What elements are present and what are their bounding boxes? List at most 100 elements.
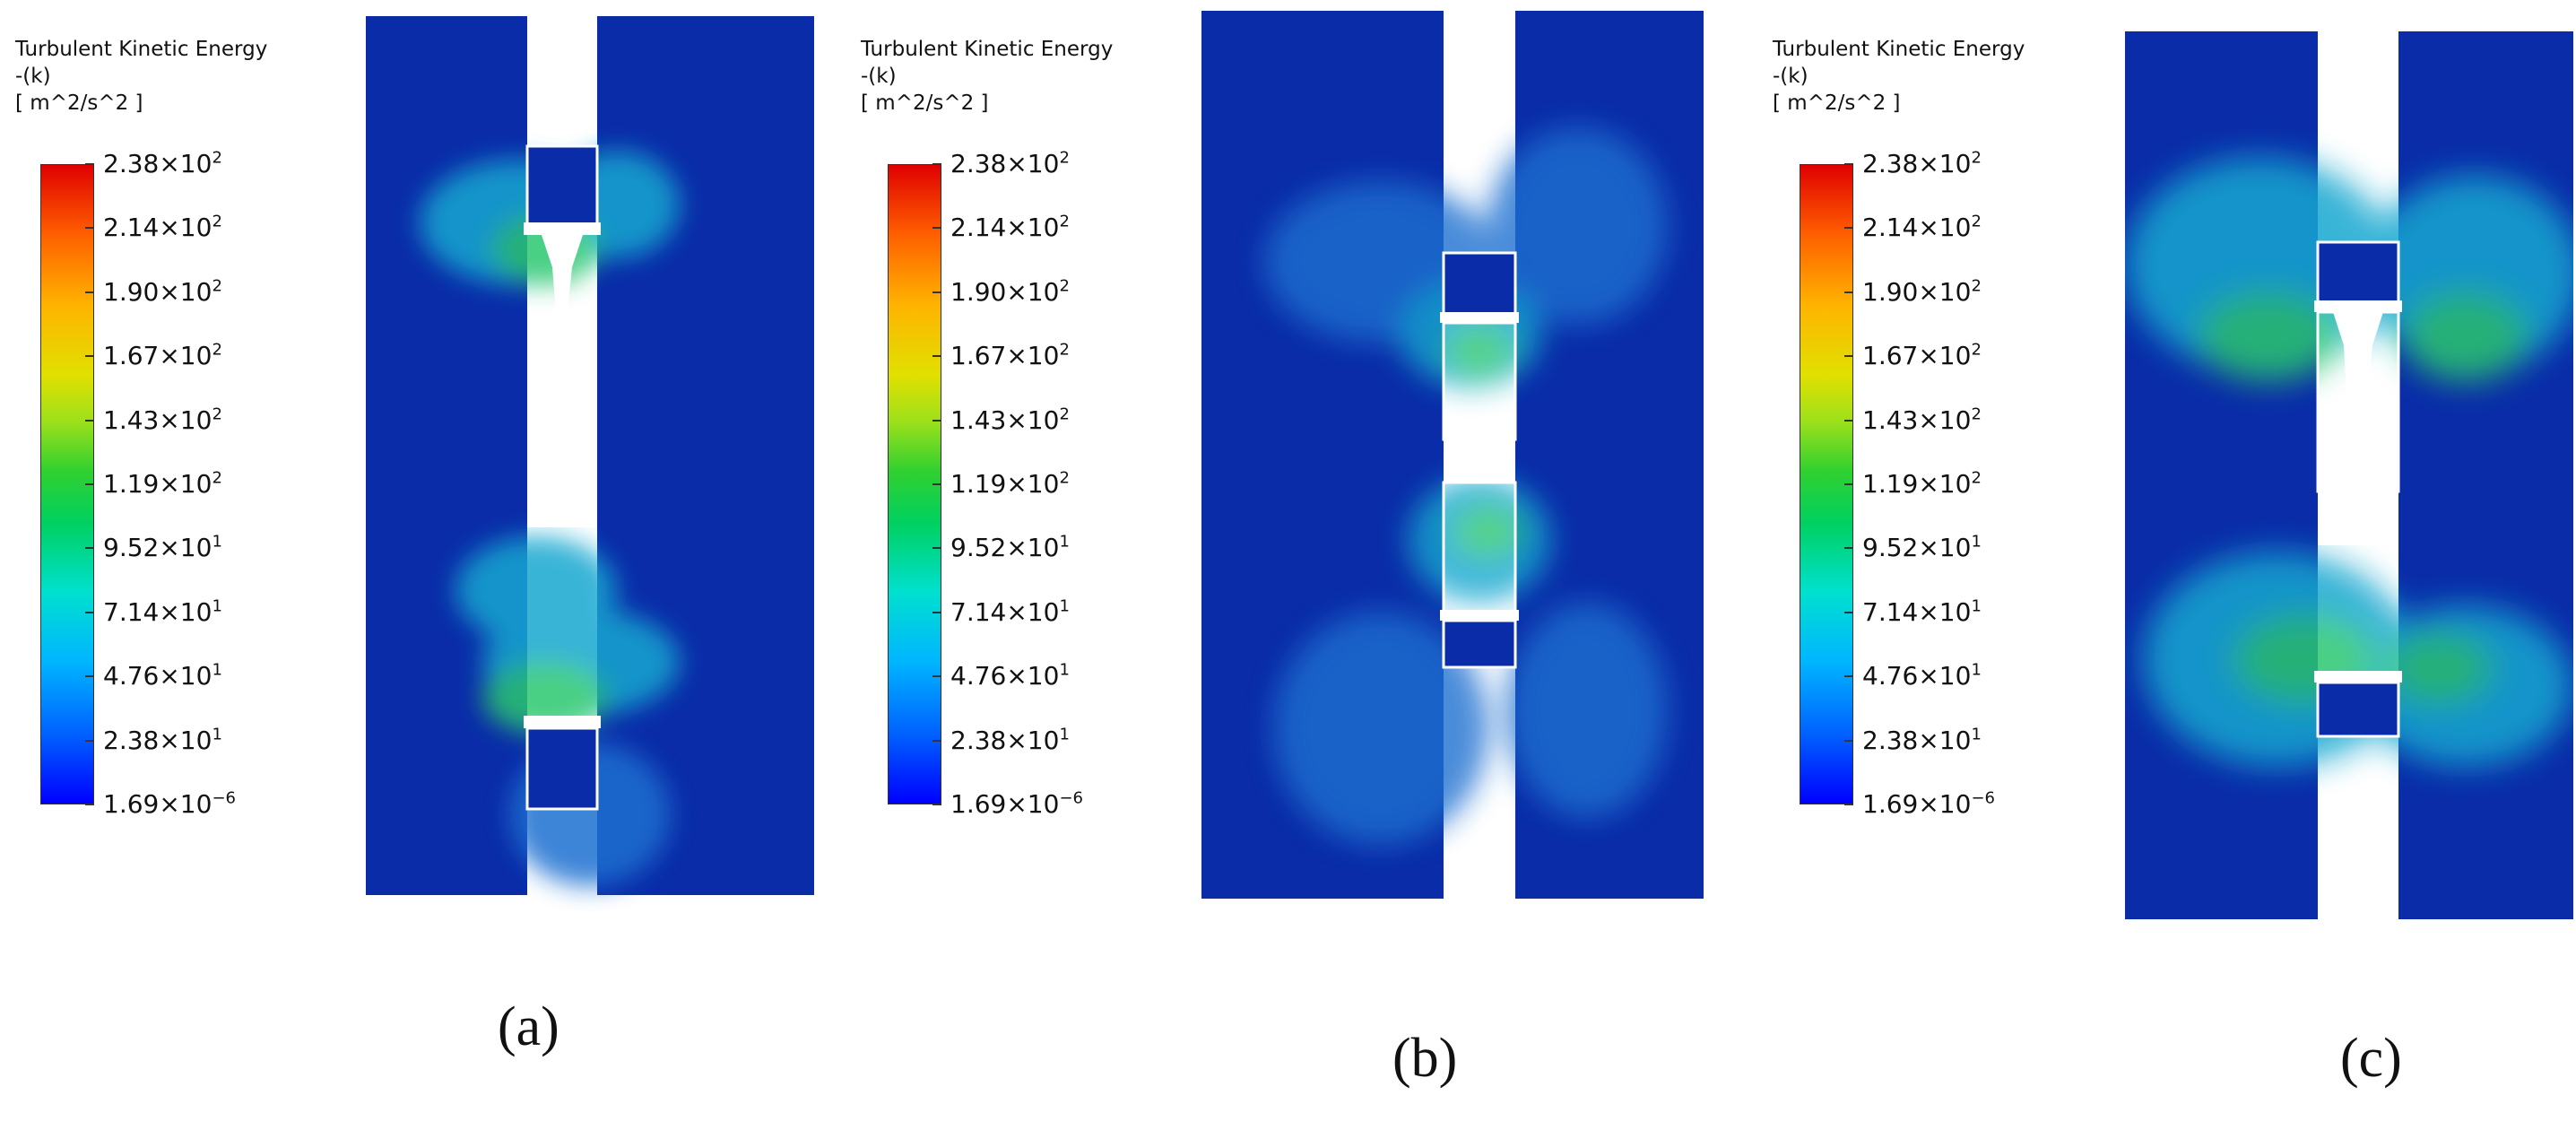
bottom-block: [1442, 619, 1517, 669]
colorbar-tick: [85, 419, 94, 422]
colorbar-tick-label: 7.14×101: [103, 596, 222, 627]
colorbar-tick-label: 1.90×102: [950, 276, 1070, 307]
colorbar-tick: [85, 611, 94, 613]
colorbar-tick: [932, 355, 941, 358]
panel-a: Turbulent Kinetic Energy -(k) [ m^2/s^2 …: [0, 0, 861, 1139]
colorbar-tick: [932, 227, 941, 230]
legend-title: Turbulent Kinetic Energy -(k) [ m^2/s^2 …: [1773, 36, 2025, 117]
colorbar-tick-label: 4.76×101: [1862, 660, 1982, 691]
colorbar-tick: [1844, 355, 1853, 358]
colorbar-tick-label: 2.14×102: [950, 213, 1070, 243]
bottom-plate: [1440, 610, 1519, 621]
colorbar-tick: [85, 547, 94, 550]
domain-right: [2398, 31, 2573, 919]
middle-block: [2318, 491, 2398, 545]
colorbar-tick: [932, 291, 941, 293]
colorbar-tick: [932, 419, 941, 422]
legend-title-line2: -(k): [1773, 65, 1808, 88]
bottom-block: [2316, 681, 2400, 738]
panel-b: Turbulent Kinetic Energy -(k) [ m^2/s^2 …: [861, 0, 1722, 1139]
colorbar-tick-label: 1.19×102: [103, 468, 222, 499]
top-plate: [2314, 300, 2402, 312]
colorbar-tick: [932, 163, 941, 165]
colorbar-tick-label: 1.90×102: [1862, 276, 1982, 307]
colorbar-tick-label: 1.69×10−6: [950, 788, 1083, 819]
top-block: [2316, 240, 2400, 307]
colorbar-tick-label: 2.38×102: [103, 148, 222, 178]
contour-field-c: [2125, 31, 2573, 919]
colorbar-tick-label: 2.38×101: [1862, 725, 1982, 755]
colorbar-tick: [85, 227, 94, 230]
bottom-plate: [2314, 671, 2402, 683]
legend-unit: [ m^2/s^2 ]: [861, 91, 989, 115]
colorbar-tick-label: 1.43×102: [103, 404, 222, 435]
nozzle: [2324, 312, 2390, 491]
middle-block: [527, 438, 597, 527]
panel-c: Turbulent Kinetic Energy -(k) [ m^2/s^2 …: [1757, 0, 2576, 1139]
legend-unit: [ m^2/s^2 ]: [1773, 91, 1901, 115]
colorbar-tick-label: 7.14×101: [950, 596, 1070, 627]
colorbar-tick: [1844, 547, 1853, 550]
colorbar-tick: [85, 804, 94, 805]
bottom-plate: [524, 716, 601, 728]
colorbar-tick-label: 1.43×102: [1862, 404, 1982, 435]
colorbar-tick: [1844, 483, 1853, 485]
colorbar-tick-label: 1.90×102: [103, 276, 222, 307]
contour-field-a: [366, 16, 814, 895]
colorbar-tick: [85, 483, 94, 485]
legend-unit: [ m^2/s^2 ]: [15, 91, 143, 115]
colorbar-tick: [932, 675, 941, 678]
colorbar-tick: [1844, 163, 1853, 165]
colorbar-tick-label: 1.67×102: [1862, 340, 1982, 371]
colorbar-tick-label: 2.38×101: [950, 725, 1070, 755]
domain-left: [366, 16, 527, 895]
colorbar-tick: [1844, 227, 1853, 230]
colorbar-tick-label: 1.69×10−6: [1862, 788, 1995, 819]
colorbar-tick-label: 9.52×101: [103, 533, 222, 563]
turbulence-plume: [1264, 127, 1668, 845]
legend-title-line1: Turbulent Kinetic Energy: [861, 38, 1114, 61]
colorbar-tick: [85, 291, 94, 293]
colorbar-tick-label: 2.38×102: [1862, 148, 1982, 178]
colorbar-tick-label: 2.38×101: [103, 725, 222, 755]
legend-title-line1: Turbulent Kinetic Energy: [1773, 38, 2025, 61]
top-plate: [524, 222, 601, 235]
colorbar-tick-label: 2.14×102: [103, 213, 222, 243]
legend-title-line2: -(k): [15, 65, 51, 88]
legend-title-line1: Turbulent Kinetic Energy: [15, 38, 268, 61]
nozzle: [534, 235, 590, 438]
top-block: [525, 144, 599, 229]
colorbar-tick-label: 1.67×102: [950, 340, 1070, 371]
caption-b: (b): [1392, 1028, 1458, 1089]
colorbar-tick-label: 1.69×10−6: [103, 788, 236, 819]
top-plate: [1440, 312, 1519, 323]
turbulence-plume: [2125, 157, 2573, 767]
colorbar-tick: [85, 163, 94, 165]
colorbar-tick: [85, 675, 94, 678]
colorbar-tick: [932, 547, 941, 550]
legend-title: Turbulent Kinetic Energy -(k) [ m^2/s^2 …: [15, 36, 267, 117]
colorbar-tick-label: 2.38×102: [950, 148, 1070, 178]
top-block: [1442, 251, 1517, 317]
middle-gap: [1444, 439, 1515, 483]
legend-title: Turbulent Kinetic Energy -(k) [ m^2/s^2 …: [861, 36, 1113, 117]
colorbar-tick: [1844, 675, 1853, 678]
colorbar-tick: [932, 739, 941, 742]
colorbar-tick-label: 7.14×101: [1862, 596, 1982, 627]
colorbar-tick-label: 1.67×102: [103, 340, 222, 371]
colorbar-tick: [85, 355, 94, 358]
colorbar-tick: [1844, 739, 1853, 742]
colorbar-tick-label: 4.76×101: [950, 660, 1070, 691]
legend-title-line2: -(k): [861, 65, 897, 88]
colorbar-tick: [932, 483, 941, 485]
colorbar-tick-label: 4.76×101: [103, 660, 222, 691]
colorbar-tick: [1844, 611, 1853, 613]
caption-a: (a): [498, 996, 559, 1057]
contour-field-b: [1201, 11, 1704, 899]
colorbar-tick: [932, 611, 941, 613]
bottom-block: [525, 726, 599, 811]
caption-c: (c): [2340, 1028, 2402, 1089]
colorbar-tick-label: 2.14×102: [1862, 213, 1982, 243]
colorbar-tick: [932, 804, 941, 805]
colorbar-tick: [1844, 291, 1853, 293]
